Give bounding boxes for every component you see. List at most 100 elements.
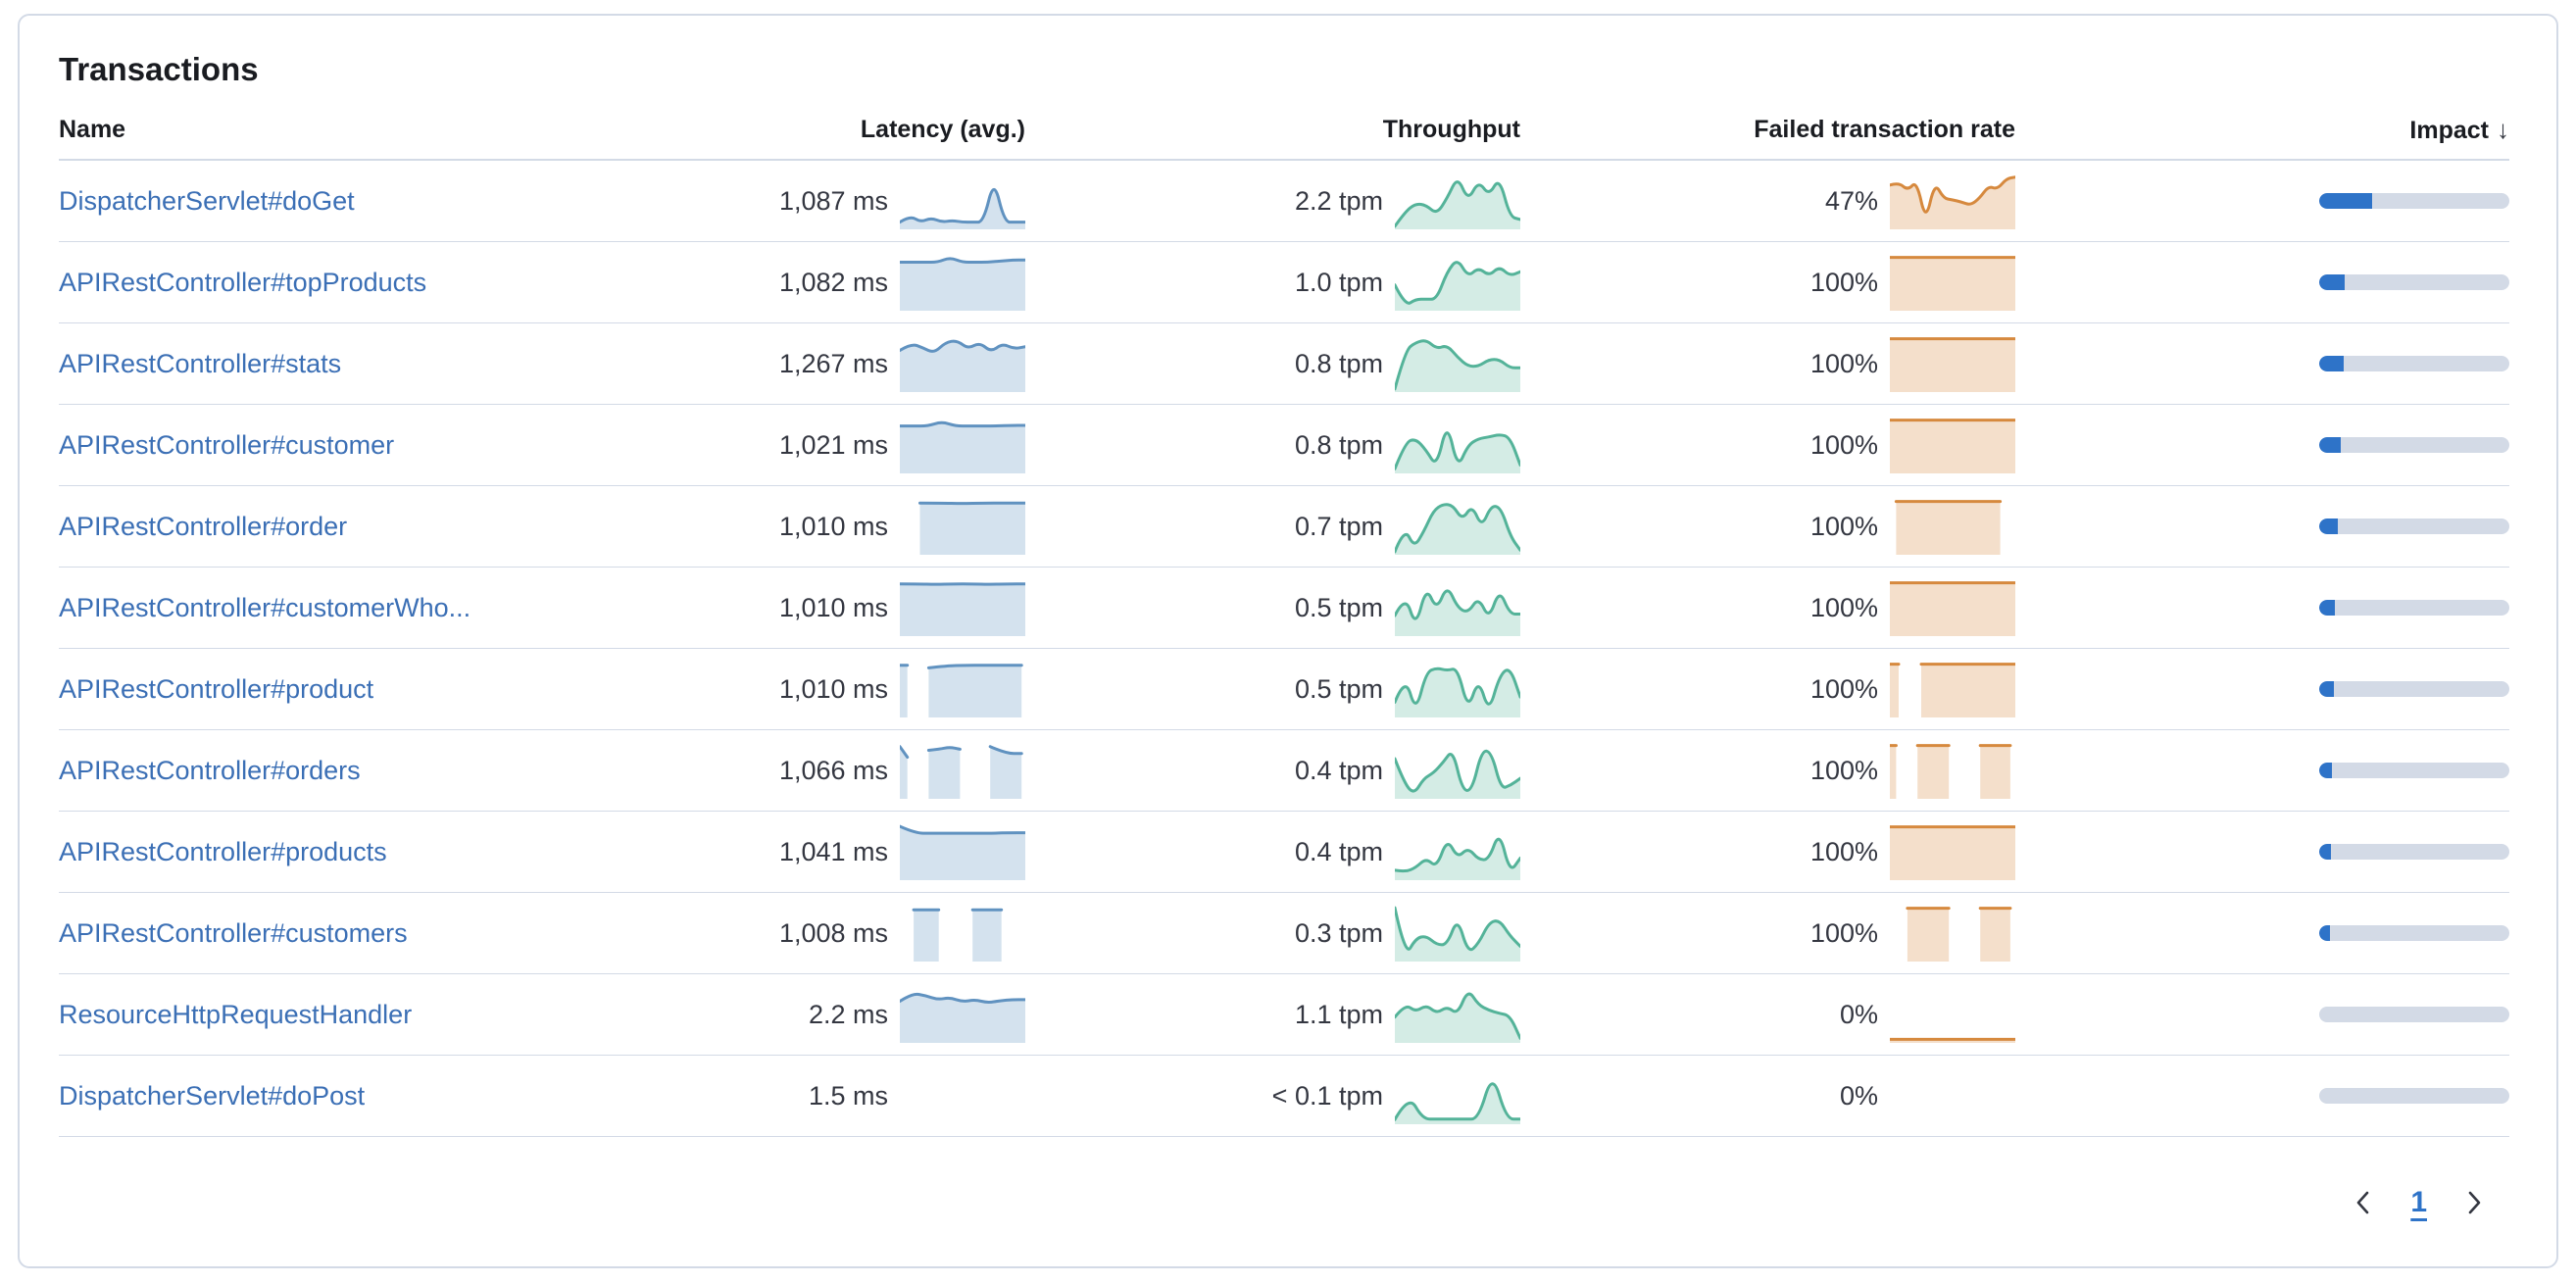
chevron-right-icon xyxy=(2468,1191,2481,1214)
impact-bar xyxy=(2319,519,2509,534)
latency-value: 1,267 ms xyxy=(778,348,888,378)
transaction-link[interactable]: ResourceHttpRequestHandler xyxy=(59,999,413,1029)
next-page-button[interactable] xyxy=(2460,1183,2488,1222)
error-rate-value: 100% xyxy=(1809,429,1878,460)
error-rate-value: 47% xyxy=(1824,185,1878,216)
throughput-cell: 1.0 tpm xyxy=(1025,254,1520,311)
transaction-link[interactable]: DispatcherServlet#doGet xyxy=(59,185,355,216)
page-number-1[interactable]: 1 xyxy=(2410,1186,2427,1218)
column-header-error-rate[interactable]: Failed transaction rate xyxy=(1754,115,2015,143)
transaction-link[interactable]: DispatcherServlet#doPost xyxy=(59,1080,366,1111)
throughput-cell: 0.5 tpm xyxy=(1025,661,1520,717)
error-rate-cell: 100% xyxy=(1520,823,2015,880)
impact-bar-fill xyxy=(2319,356,2345,371)
throughput-value: 0.5 tpm xyxy=(1294,673,1383,704)
latency-sparkline xyxy=(900,664,1023,717)
error-rate-value: 100% xyxy=(1809,511,1878,541)
transaction-link[interactable]: APIRestController#stats xyxy=(59,348,342,378)
throughput-value: 0.3 tpm xyxy=(1294,917,1383,948)
transaction-link[interactable]: APIRestController#customers xyxy=(59,917,408,948)
impact-bar-fill xyxy=(2319,763,2332,778)
throughput-sparkline xyxy=(1395,431,1520,473)
error-rate-sparkline xyxy=(1890,1067,2015,1124)
throughput-cell: 2.2 tpm xyxy=(1025,173,1520,229)
error-rate-cell: 0% xyxy=(1520,986,2015,1043)
latency-value: 1,087 ms xyxy=(778,185,888,216)
throughput-value: 0.4 tpm xyxy=(1294,836,1383,866)
latency-value: 1,021 ms xyxy=(778,429,888,460)
throughput-value: < 0.1 tpm xyxy=(1271,1080,1383,1111)
latency-value: 1,010 ms xyxy=(778,511,888,541)
error-rate-value: 100% xyxy=(1809,267,1878,297)
table-row: APIRestController#customers 1,008 ms 0.3… xyxy=(59,893,2509,974)
transaction-link[interactable]: APIRestController#product xyxy=(59,673,374,704)
sort-desc-icon: ↓ xyxy=(2497,114,2509,144)
error-rate-sparkline xyxy=(1890,825,2015,880)
latency-cell: 1.5 ms xyxy=(614,1067,1025,1124)
error-rate-sparkline xyxy=(1890,337,2015,392)
error-rate-cell: 100% xyxy=(1520,742,2015,799)
column-header-latency[interactable]: Latency (avg.) xyxy=(860,115,1025,143)
latency-sparkline xyxy=(912,908,1004,962)
throughput-cell: 0.7 tpm xyxy=(1025,498,1520,555)
latency-value: 1,010 ms xyxy=(778,673,888,704)
throughput-value: 0.7 tpm xyxy=(1294,511,1383,541)
impact-cell xyxy=(2015,437,2509,453)
error-rate-sparkline xyxy=(1906,907,2012,962)
column-header-throughput[interactable]: Throughput xyxy=(1382,115,1520,143)
impact-cell xyxy=(2015,519,2509,534)
error-rate-value: 100% xyxy=(1809,755,1878,785)
impact-cell xyxy=(2015,600,2509,616)
throughput-sparkline xyxy=(1395,992,1520,1043)
table-row: APIRestController#products 1,041 ms 0.4 … xyxy=(59,812,2509,893)
throughput-cell: 0.8 tpm xyxy=(1025,335,1520,392)
impact-cell xyxy=(2015,844,2509,860)
latency-value: 1.5 ms xyxy=(808,1080,888,1111)
error-rate-value: 100% xyxy=(1809,673,1878,704)
previous-page-button[interactable] xyxy=(2350,1183,2377,1222)
column-header-name[interactable]: Name xyxy=(59,115,126,143)
impact-bar-fill xyxy=(2319,844,2331,860)
table-row: DispatcherServlet#doPost 1.5 ms < 0.1 tp… xyxy=(59,1056,2509,1137)
transaction-link[interactable]: APIRestController#customer xyxy=(59,429,395,460)
latency-cell: 1,066 ms xyxy=(614,742,1025,799)
error-rate-cell: 0% xyxy=(1520,1067,2015,1124)
latency-cell: 1,267 ms xyxy=(614,335,1025,392)
error-rate-value: 100% xyxy=(1809,836,1878,866)
error-rate-sparkline xyxy=(1890,419,2015,473)
throughput-sparkline xyxy=(1395,261,1520,311)
latency-cell: 1,010 ms xyxy=(614,661,1025,717)
column-header-impact[interactable]: Impact ↓ xyxy=(2015,115,2509,145)
table-row: APIRestController#customerWho... 1,010 m… xyxy=(59,568,2509,649)
error-rate-sparkline xyxy=(1890,256,2015,311)
table-row: APIRestController#order 1,010 ms 0.7 tpm… xyxy=(59,486,2509,568)
error-rate-cell: 100% xyxy=(1520,417,2015,473)
latency-value: 1,010 ms xyxy=(778,592,888,622)
throughput-sparkline xyxy=(1395,589,1520,636)
impact-cell xyxy=(2015,1007,2509,1022)
latency-sparkline xyxy=(900,745,1023,799)
impact-bar xyxy=(2319,1088,2509,1104)
latency-sparkline xyxy=(900,992,1025,1043)
transaction-link[interactable]: APIRestController#order xyxy=(59,511,348,541)
transaction-link[interactable]: APIRestController#products xyxy=(59,836,387,866)
throughput-value: 0.8 tpm xyxy=(1294,429,1383,460)
throughput-value: 0.8 tpm xyxy=(1294,348,1383,378)
latency-cell: 1,041 ms xyxy=(614,823,1025,880)
impact-bar-fill xyxy=(2319,274,2346,290)
impact-bar-fill xyxy=(2319,437,2342,453)
impact-cell xyxy=(2015,925,2509,941)
transaction-link[interactable]: APIRestController#orders xyxy=(59,755,361,785)
latency-sparkline xyxy=(918,501,1025,555)
error-rate-value: 100% xyxy=(1809,592,1878,622)
table-row: ResourceHttpRequestHandler 2.2 ms 1.1 tp… xyxy=(59,974,2509,1056)
transaction-link[interactable]: APIRestController#topProducts xyxy=(59,267,427,297)
impact-bar-fill xyxy=(2319,600,2335,616)
latency-cell: 1,082 ms xyxy=(614,254,1025,311)
transaction-link[interactable]: APIRestController#customerWho... xyxy=(59,592,471,622)
throughput-value: 0.4 tpm xyxy=(1294,755,1383,785)
table-row: APIRestController#stats 1,267 ms 0.8 tpm… xyxy=(59,323,2509,405)
impact-cell xyxy=(2015,274,2509,290)
error-rate-value: 100% xyxy=(1809,917,1878,948)
latency-sparkline xyxy=(900,582,1025,636)
